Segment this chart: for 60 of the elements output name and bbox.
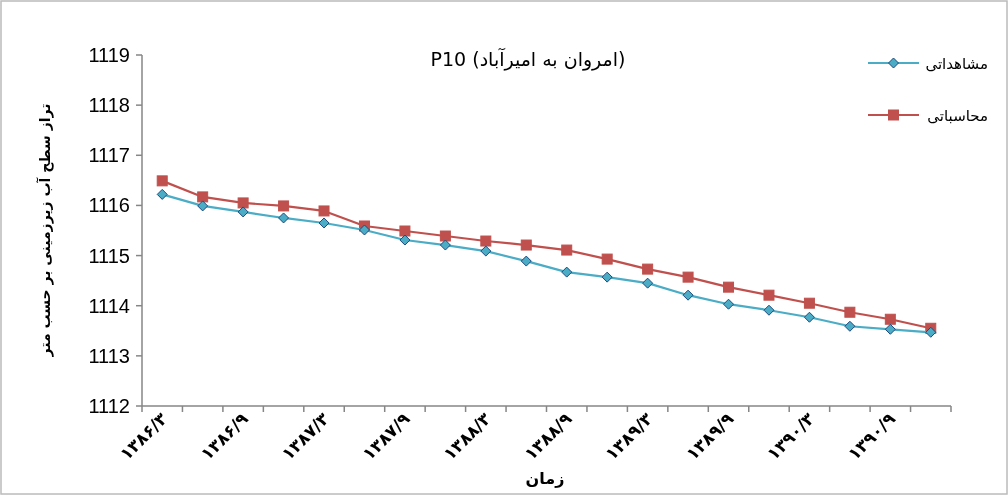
point xyxy=(156,175,168,187)
y-tick-label: 1119 xyxy=(88,44,130,66)
point xyxy=(156,188,168,200)
point xyxy=(318,217,330,229)
point xyxy=(844,306,856,318)
point xyxy=(682,289,694,301)
point xyxy=(197,200,209,212)
point xyxy=(884,313,896,325)
point xyxy=(278,200,290,212)
point xyxy=(399,234,411,246)
x-tick-label: ۱۳۹۰/۳ xyxy=(763,408,819,464)
point xyxy=(723,281,735,293)
point xyxy=(561,266,573,278)
point xyxy=(642,263,654,275)
point xyxy=(358,224,370,236)
point xyxy=(803,297,815,309)
x-tick-label: ۱۳۹۰/۹ xyxy=(843,408,900,464)
y-tick-label: 1113 xyxy=(88,344,130,367)
point xyxy=(520,239,532,251)
point xyxy=(197,191,209,203)
point xyxy=(561,244,573,256)
x-tick-label: ۱۳۸۸/۹ xyxy=(520,408,576,464)
point xyxy=(439,239,451,251)
point xyxy=(318,205,330,217)
point xyxy=(844,320,856,332)
x-tick-label: ۱۳۸۶/۹ xyxy=(196,408,253,464)
y-tick-label: 1116 xyxy=(88,194,130,217)
point xyxy=(682,271,694,283)
point xyxy=(763,289,775,301)
y-tick-label: 1115 xyxy=(88,244,130,267)
y-axis-title: تراز سطح آب زیرزمینی بر حسب متر xyxy=(36,103,54,358)
point xyxy=(480,245,492,257)
point xyxy=(439,230,451,242)
point xyxy=(278,212,290,224)
point xyxy=(480,235,492,247)
point xyxy=(399,225,411,237)
chart-title: P10 (امروان به امیرآباد) xyxy=(430,47,626,71)
point xyxy=(601,253,613,265)
legend-label: محاسباتی xyxy=(927,107,988,125)
point xyxy=(803,311,815,323)
point xyxy=(723,298,735,310)
point xyxy=(237,197,249,209)
y-tick-label: 1117 xyxy=(88,144,130,167)
point xyxy=(763,304,775,316)
y-tick-label: 1112 xyxy=(88,395,130,417)
x-tick-label: ۱۳۸۹/۳ xyxy=(601,408,657,464)
x-tick-label: ۱۳۸۹/۹ xyxy=(682,408,738,464)
point xyxy=(642,277,654,289)
point xyxy=(520,255,532,267)
x-tick-label: ۱۳۸۷/۹ xyxy=(358,408,415,464)
point xyxy=(237,206,249,218)
point xyxy=(601,271,613,283)
x-axis-title: زمان xyxy=(525,469,565,488)
y-tick-label: 1118 xyxy=(88,94,130,117)
y-tick-label: 1114 xyxy=(88,294,130,317)
x-tick-label: ۱۳۸۷/۳ xyxy=(277,408,334,464)
x-tick-label: ۱۳۸۸/۳ xyxy=(439,408,496,464)
point xyxy=(925,326,937,338)
legend-label: مشاهداتی xyxy=(925,55,988,73)
point xyxy=(884,323,896,335)
